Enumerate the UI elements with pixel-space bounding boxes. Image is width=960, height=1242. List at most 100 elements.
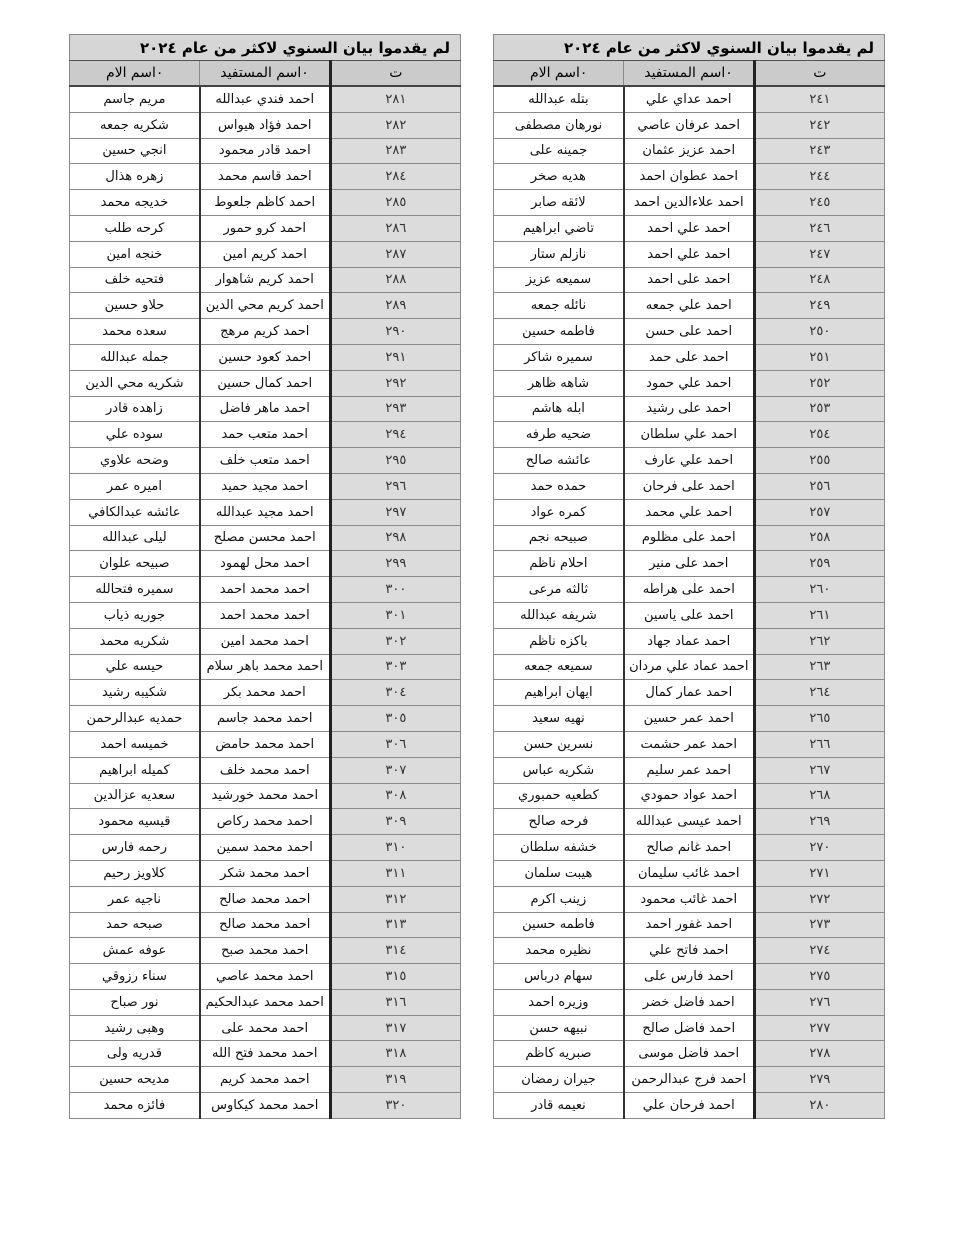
table-row: ٣١٥ احمد محمد عاصي سناء رزوقي — [68, 963, 462, 990]
mother-name: نهيه سعيد — [492, 705, 625, 732]
mother-name: خنجه امين — [68, 240, 201, 268]
row-number: ٢٤٢ — [752, 111, 886, 139]
table-row: ٢٧٣ احمد غفور احمد فاطمه حسين — [492, 911, 886, 939]
beneficiary-name: احمد فرج عبدالرحمن — [622, 1066, 755, 1094]
row-number: ٢٩٣ — [328, 395, 462, 423]
beneficiary-name: احمد فرحان علي — [622, 1092, 755, 1119]
table-row: ٢٤١ احمد عداي علي بتله عبدالله — [492, 85, 886, 113]
row-number: ٣٠٠ — [328, 576, 462, 603]
beneficiary-name: احمد محمد كيكاوس — [198, 1092, 331, 1119]
beneficiary-name: احمد قادر محمود — [198, 137, 331, 165]
beneficiary-name: احمد عمر حشمت — [622, 730, 755, 758]
table-row: ٣١٧ احمد محمد على وهبى رشيد — [68, 1014, 462, 1042]
row-number: ٢٦٠ — [752, 576, 886, 603]
table-row: ٢٧٥ احمد فارس على سهام درباس — [492, 963, 886, 990]
row-number: ٢٨٦ — [328, 214, 462, 242]
beneficiary-name: احمد علي حمود — [622, 369, 755, 397]
beneficiary-name: احمد كريم امين — [198, 240, 331, 268]
table-row: ٢٨٢ احمد فؤاد هيواس شكريه جمعه — [68, 111, 462, 139]
mother-name: عائشه عبدالكافي — [68, 498, 201, 526]
mother-name: شكريه عباس — [492, 756, 625, 784]
row-number: ٢٩٥ — [328, 447, 462, 474]
beneficiary-name: احمد عمر سليم — [622, 756, 755, 784]
beneficiary-name: احمد محمد شكر — [198, 859, 331, 887]
mother-name: نورهان مصطفى — [492, 111, 625, 139]
mother-name: سميعه جمعه — [492, 653, 625, 681]
row-number: ٢٧٠ — [752, 834, 886, 861]
table-row: ٢٩٨ احمد محسن مصلح ليلى عبدالله — [68, 524, 462, 552]
table-row: ٢٥٩ احمد على منير احلام ناظم — [492, 550, 886, 578]
beneficiary-name: احمد عرفان عاصي — [622, 111, 755, 139]
mother-name: سميره فتحالله — [68, 576, 201, 603]
row-number: ٢٥٤ — [752, 421, 886, 449]
table-row: ٢٦٥ احمد عمر حسين نهيه سعيد — [492, 705, 886, 732]
row-number: ٢٦٤ — [752, 679, 886, 707]
beneficiaries-table-left: لم يقدموا بيان السنوي لاكثر من عام ٢٠٢٤ … — [68, 34, 462, 1119]
row-number: ٢٤٦ — [752, 214, 886, 242]
mother-name: وزيره احمد — [492, 988, 625, 1016]
beneficiary-name: احمد علي جمعه — [622, 292, 755, 320]
beneficiary-name: احمد عماد جهاد — [622, 627, 755, 655]
mother-name: ضحيه طرفه — [492, 421, 625, 449]
mother-name: مريم جاسم — [68, 85, 201, 113]
beneficiary-name: احمد محل لهمود — [198, 550, 331, 578]
mother-name: شكيبه رشيد — [68, 679, 201, 707]
mother-name: نور صباح — [68, 988, 201, 1016]
table-row: ٢٩٠ احمد كريم مرهج سعده محمد — [68, 318, 462, 345]
row-number: ٣٠٩ — [328, 808, 462, 836]
mother-name: شكريه محي الدين — [68, 369, 201, 397]
row-number: ٢٧٤ — [752, 937, 886, 965]
beneficiary-name: احمد فاتح علي — [622, 937, 755, 965]
row-number: ٢٤٥ — [752, 189, 886, 216]
table-row: ٣١٩ احمد محمد كريم مديحه حسين — [68, 1066, 462, 1094]
table-row: ٢٩٢ احمد كمال حسين شكريه محي الدين — [68, 369, 462, 397]
beneficiary-name: احمد غفور احمد — [622, 911, 755, 939]
table-row: ٢٥٦ احمد على فرحان حمده حمد — [492, 472, 886, 500]
mother-name: زينب اكرم — [492, 885, 625, 913]
row-number: ٢٨٠ — [752, 1092, 886, 1119]
table-row: ٢٤٤ احمد عطوان احمد هديه صخر — [492, 163, 886, 191]
row-number: ٣١٦ — [328, 988, 462, 1016]
beneficiary-name: احمد على احمد — [622, 266, 755, 294]
table-row: ٢٩٣ احمد ماهر فاضل زاهده قادر — [68, 395, 462, 423]
mother-name: قدريه ولى — [68, 1040, 201, 1068]
row-number: ٢٦٨ — [752, 782, 886, 810]
header-mother-name: ٠اسم الام — [68, 60, 201, 87]
table-row: ٣٠٦ احمد محمد حامض خميسه احمد — [68, 730, 462, 758]
beneficiary-name: احمد محمد فتح الله — [198, 1040, 331, 1068]
beneficiary-name: احمد عواد حمودي — [622, 782, 755, 810]
table-row: ٢٦٤ احمد عمار كمال ايهان ابراهيم — [492, 679, 886, 707]
beneficiary-name: احمد عمر حسين — [622, 705, 755, 732]
mother-name: فائزه محمد — [68, 1092, 201, 1119]
beneficiary-name: احمد فاضل خضر — [622, 988, 755, 1016]
beneficiary-name: احمد ماهر فاضل — [198, 395, 331, 423]
table-row: ٢٦٨ احمد عواد حمودي كطعيه حمبوري — [492, 782, 886, 810]
table-row: ٢٥٥ احمد علي عارف عائشه صالح — [492, 447, 886, 474]
mother-name: خميسه احمد — [68, 730, 201, 758]
table-row: ٣١١ احمد محمد شكر كلاويز رحيم — [68, 859, 462, 887]
beneficiary-name: احمد كريم شاهوار — [198, 266, 331, 294]
table-row: ٢٩١ احمد كعود حسين جمله عبدالله — [68, 343, 462, 371]
beneficiary-name: احمد على رشيد — [622, 395, 755, 423]
mother-name: وضحه علاوي — [68, 447, 201, 474]
row-number: ٢٨٥ — [328, 189, 462, 216]
beneficiary-name: احمد كريم محي الدين — [198, 292, 331, 320]
row-number: ٢٨١ — [328, 85, 462, 113]
row-number: ٣١٨ — [328, 1040, 462, 1068]
mother-name: حمديه عبدالرحمن — [68, 705, 201, 732]
mother-name: كمره عواد — [492, 498, 625, 526]
beneficiary-name: احمد عماد علي مردان — [622, 653, 755, 681]
mother-name: بتله عبدالله — [492, 85, 625, 113]
beneficiary-name: احمد محسن مصلح — [198, 524, 331, 552]
row-number: ٢٩٢ — [328, 369, 462, 397]
row-number: ٢٤٨ — [752, 266, 886, 294]
row-number: ٢٩١ — [328, 343, 462, 371]
row-number: ٢٧٨ — [752, 1040, 886, 1068]
beneficiary-name: احمد علي محمد — [622, 498, 755, 526]
mother-name: جمله عبدالله — [68, 343, 201, 371]
table-row: ٣١٨ احمد محمد فتح الله قدريه ولى — [68, 1040, 462, 1068]
beneficiary-name: احمد على منير — [622, 550, 755, 578]
mother-name: سميره شاكر — [492, 343, 625, 371]
table-row: ٢٥٠ احمد على حسن فاطمه حسين — [492, 318, 886, 345]
mother-name: حلاو حسين — [68, 292, 201, 320]
